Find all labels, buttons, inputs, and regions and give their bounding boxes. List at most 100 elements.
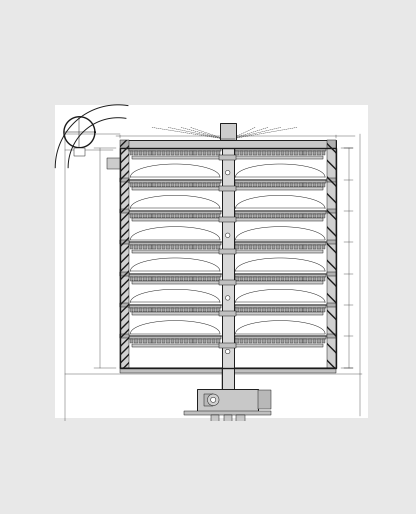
Bar — [197, 389, 258, 411]
Bar — [272, 308, 275, 312]
Bar — [295, 277, 298, 281]
Bar — [207, 245, 211, 249]
Bar — [212, 277, 215, 281]
Bar — [184, 183, 188, 187]
Bar — [262, 339, 266, 343]
Bar — [132, 187, 220, 190]
Bar — [290, 214, 293, 218]
Bar — [189, 183, 193, 187]
Bar — [281, 339, 284, 343]
Bar — [193, 152, 197, 155]
Bar — [203, 308, 206, 312]
Bar — [175, 245, 179, 249]
Bar — [120, 178, 129, 181]
Bar — [290, 152, 293, 155]
Bar — [143, 214, 147, 218]
Bar — [134, 308, 138, 312]
Bar — [184, 245, 188, 249]
Bar — [129, 336, 220, 339]
Bar — [322, 308, 325, 312]
Bar — [171, 183, 174, 187]
Bar — [244, 214, 248, 218]
Bar — [253, 214, 257, 218]
Bar — [157, 277, 161, 281]
Bar — [223, 415, 232, 428]
Bar — [203, 277, 206, 281]
Bar — [193, 245, 197, 249]
Bar — [193, 214, 197, 218]
Bar — [120, 140, 336, 149]
Bar — [244, 277, 248, 281]
Bar — [129, 149, 220, 152]
Bar — [285, 183, 289, 187]
Bar — [175, 152, 179, 155]
Bar — [235, 211, 326, 214]
Bar — [327, 209, 336, 213]
Bar — [130, 339, 133, 343]
Bar — [249, 214, 253, 218]
Bar — [152, 152, 156, 155]
Bar — [295, 214, 298, 218]
Bar — [148, 245, 151, 249]
Bar — [312, 183, 316, 187]
Bar — [139, 214, 142, 218]
Bar — [129, 305, 220, 308]
Bar — [308, 183, 312, 187]
Bar — [166, 183, 170, 187]
Bar — [308, 245, 312, 249]
Bar — [262, 277, 266, 281]
Bar — [285, 214, 289, 218]
Bar — [129, 180, 220, 183]
Bar — [312, 308, 316, 312]
Bar — [219, 280, 236, 285]
Bar — [184, 339, 188, 343]
Bar — [322, 245, 325, 249]
Bar — [216, 214, 220, 218]
Bar — [171, 308, 174, 312]
Bar — [281, 245, 284, 249]
Bar — [253, 339, 257, 343]
Bar — [317, 308, 321, 312]
Bar — [171, 277, 174, 281]
Bar — [235, 180, 326, 183]
Bar — [152, 245, 156, 249]
Bar — [308, 277, 312, 281]
Bar — [203, 394, 213, 406]
Bar — [249, 183, 253, 187]
Bar — [281, 152, 284, 155]
Bar — [235, 277, 239, 281]
Bar — [235, 281, 324, 284]
Bar — [327, 149, 336, 368]
Bar — [184, 277, 188, 281]
Bar — [267, 152, 271, 155]
Bar — [216, 152, 220, 155]
Bar — [295, 339, 298, 343]
Bar — [134, 183, 138, 187]
Bar — [189, 277, 193, 281]
Bar — [249, 308, 253, 312]
Bar — [276, 339, 280, 343]
Bar — [120, 149, 129, 368]
Bar — [212, 308, 215, 312]
Bar — [175, 277, 179, 281]
Bar — [198, 339, 202, 343]
Bar — [219, 311, 236, 316]
Bar — [240, 214, 243, 218]
Bar — [322, 183, 325, 187]
Bar — [235, 187, 324, 190]
Bar — [184, 152, 188, 155]
Bar — [132, 156, 220, 159]
Bar — [295, 183, 298, 187]
Bar — [212, 214, 215, 218]
Bar — [303, 152, 307, 155]
Bar — [143, 245, 147, 249]
Bar — [166, 245, 170, 249]
Bar — [295, 308, 298, 312]
Bar — [130, 152, 133, 155]
Bar — [130, 183, 133, 187]
Bar — [129, 273, 220, 277]
Bar — [290, 339, 293, 343]
Bar — [235, 242, 326, 245]
Bar — [210, 415, 219, 428]
Bar — [161, 152, 165, 155]
